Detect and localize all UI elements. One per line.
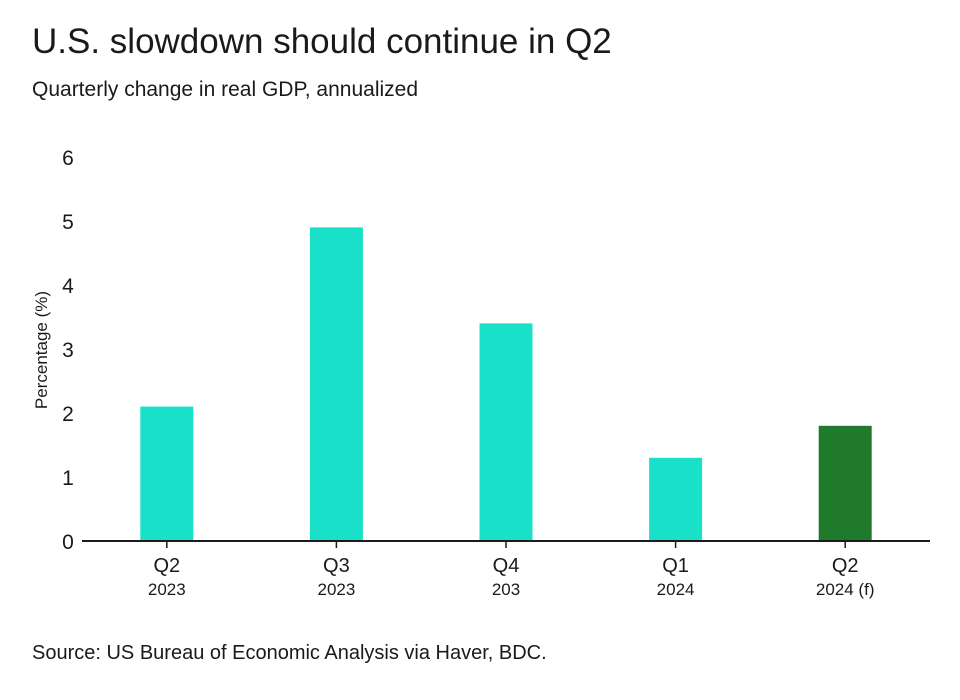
x-tick-label-quarter: Q2 bbox=[153, 555, 180, 577]
y-axis-ticks: 0 1 2 3 4 5 6 bbox=[62, 147, 74, 554]
x-tick-label-year: 2023 bbox=[317, 580, 355, 599]
x-tick-label-year: 2024 (f) bbox=[816, 580, 875, 599]
y-tick-label: 6 bbox=[62, 147, 74, 170]
source-note: Source: US Bureau of Economic Analysis v… bbox=[32, 642, 547, 664]
x-tick-label-quarter: Q2 bbox=[832, 555, 859, 577]
x-tick-label-year: 2023 bbox=[148, 580, 186, 599]
y-tick-label: 2 bbox=[62, 403, 74, 426]
x-tick-label-quarter: Q3 bbox=[323, 555, 350, 577]
x-tick-label-quarter: Q4 bbox=[493, 555, 520, 577]
bar bbox=[479, 323, 533, 541]
chart-subtitle: Quarterly change in real GDP, annualized bbox=[32, 78, 419, 101]
x-tick-label-quarter: Q1 bbox=[662, 555, 689, 577]
x-axis-ticks: Q2 2023 Q3 2023 Q4 203 Q1 2024 Q2 2024 (f) bbox=[148, 541, 875, 599]
y-tick-label: 1 bbox=[62, 467, 74, 490]
bar bbox=[309, 227, 363, 541]
y-tick-label: 4 bbox=[62, 275, 74, 298]
chart-title: U.S. slowdown should continue in Q2 bbox=[32, 22, 612, 61]
x-tick-label-year: 2024 bbox=[657, 580, 695, 599]
bar-forecast bbox=[818, 425, 872, 541]
y-tick-label: 3 bbox=[62, 339, 74, 362]
bars bbox=[140, 227, 872, 541]
x-tick-label-year: 203 bbox=[492, 580, 520, 599]
y-tick-label: 0 bbox=[62, 531, 74, 554]
y-axis-label: Percentage (%) bbox=[32, 291, 51, 409]
bar-chart: 0 1 2 3 4 5 6 Q2 2023 Q3 2023 Q4 203 Q1 2024 Q2 2024 (f… bbox=[32, 147, 930, 599]
y-tick-label: 5 bbox=[62, 211, 74, 234]
bar bbox=[140, 406, 194, 541]
bar bbox=[649, 457, 703, 541]
